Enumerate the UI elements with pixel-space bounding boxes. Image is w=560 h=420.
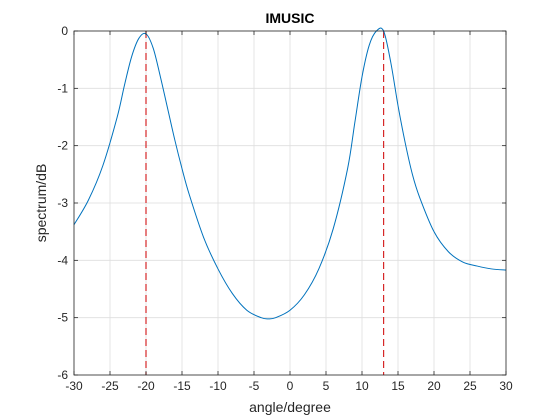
x-ticks: -30 -25 -20 -15 -10 -5 0 5 10 15 20 25 30 [65,31,513,393]
y-tick-label: -6 [57,368,68,382]
y-axis-label: spectrum/dB [33,164,49,243]
y-tick-label: -2 [57,139,68,153]
x-tick-label: 30 [499,379,513,393]
x-tick-label: -30 [65,379,83,393]
x-tick-label: 10 [355,379,369,393]
x-tick-label: -10 [209,379,227,393]
x-tick-label: -15 [173,379,191,393]
x-tick-label: -25 [101,379,119,393]
y-tick-label: -4 [57,253,68,267]
x-axis-label: angle/degree [249,399,331,415]
y-tick-label: -5 [57,311,68,325]
x-tick-label: 25 [463,379,477,393]
x-tick-label: 0 [287,379,294,393]
x-tick-label: 5 [323,379,330,393]
y-tick-label: -1 [57,81,68,95]
series-group [73,27,507,320]
x-tick-label: -5 [249,379,260,393]
y-tick-label: 0 [61,24,68,38]
spectrum-line [73,27,507,320]
x-tick-label: 15 [391,379,405,393]
x-tick-label: 20 [427,379,441,393]
chart-title: IMUSIC [266,10,315,26]
x-tick-label: -20 [137,379,155,393]
reference-lines [145,31,385,375]
y-tick-label: -3 [57,196,68,210]
y-ticks: 0 -1 -2 -3 -4 -5 -6 [57,24,506,382]
